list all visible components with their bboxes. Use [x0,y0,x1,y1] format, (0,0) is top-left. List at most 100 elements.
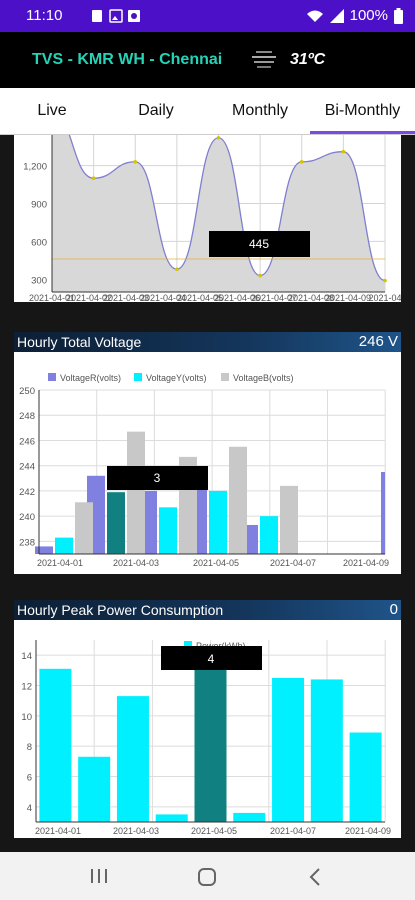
y-tick-label: 240 [19,512,35,523]
data-point [91,176,96,181]
legend-label: VoltageR(volts) [60,373,121,383]
y-tick-label: 10 [21,712,32,723]
data-point [299,159,304,164]
bar-voltagey-volts- [107,492,125,554]
x-tick-label: 2021-04-03 [113,826,159,836]
tooltip-box [209,231,310,257]
y-tick-label: 900 [31,200,47,211]
y-tick-label: 250 [19,386,35,397]
bar-power [39,668,72,822]
power-header: Hourly Peak Power Consumption 0 [14,600,401,620]
y-tick-label: 600 [31,237,47,248]
data-point [341,149,346,154]
bar-voltagey-volts- [260,516,278,554]
battery-icon [394,7,403,24]
bar-power [233,812,266,822]
x-tick-label: 2021-04-07 [270,826,316,836]
power-value: 0 [389,601,398,618]
bar-voltageb-volts- [229,446,247,554]
voltage-title: Hourly Total Voltage [17,334,142,350]
y-tick-label: 246 [19,436,35,447]
y-tick-label: 6 [27,773,32,784]
status-time: 11:10 [26,7,63,24]
temperature: 31ºC [290,51,326,68]
bar-power [349,732,382,822]
x-tick-label: 2021-04-09 [345,826,391,836]
recents-icon[interactable] [90,868,108,884]
tab-bi-monthly[interactable]: Bi-Monthly [310,88,415,134]
y-tick-label: 4 [27,803,32,814]
wifi-icon [306,10,323,22]
x-tick-label: 2021-04-02 [66,293,112,302]
bar-power [272,677,305,822]
battery-text: 100% [349,7,388,24]
app-bar: TVS - KMR WH - Chennai 31ºC [0,32,415,88]
x-tick-label: 2021-04-09 [343,558,389,568]
voltage-header: Hourly Total Voltage 246 V [14,332,401,352]
y-tick-label: 248 [19,411,35,422]
tab-monthly[interactable]: Monthly [231,102,289,119]
data-point [383,278,387,283]
x-tick-label: 2021-04-01 [35,826,81,836]
legend-swatch [221,373,229,381]
line-chart[interactable]: 3006009001,2001,5002021-04-012021-04-022… [14,111,402,303]
y-tick-label: 1,200 [23,162,47,173]
voltage-value: 246 V [358,333,398,350]
power-chart[interactable]: 468101214Power(kWh)2021-04-012021-04-032… [14,620,401,838]
x-tick-label: 2021-04-04 [140,293,186,302]
y-tick-label: 8 [27,742,32,753]
data-point [258,273,262,278]
x-tick-label: 2021-04-03 [103,293,149,302]
data-point [216,135,221,140]
line-chart-card: 3006009001,2001,5002021-04-012021-04-022… [14,111,402,303]
tab-bar: Live Daily Monthly Bi-Monthly [0,88,415,135]
tab-live[interactable]: Live [37,102,67,119]
x-tick-label: 2021-04 [368,293,401,302]
navigation-bar [0,852,415,900]
voltage-chart[interactable]: 238 240 242 244 246 248 250 VoltageR(volts) Volt… [14,352,401,574]
y-tick-label: 300 [31,275,47,286]
bar-power [194,652,227,822]
back-icon[interactable] [308,867,322,887]
legend-swatch [184,641,192,649]
x-tick-label: 2021-04-05 [191,826,237,836]
power-chart-card: 468101214Power(kWh)2021-04-012021-04-032… [14,620,401,838]
bar-voltagey-volts- [159,507,177,554]
bar-voltager-volts- [381,472,385,554]
y-tick-label: 238 [19,537,35,548]
tooltip-value: 445 [249,237,269,251]
home-icon[interactable] [197,867,217,887]
y-tick-label: 14 [21,651,32,662]
power-title: Hourly Peak Power Consumption [17,602,224,618]
data-point [133,159,138,164]
bar-voltagey-volts- [209,490,227,554]
legend-label: VoltageY(volts) [146,373,207,383]
tooltip-value: 4 [208,652,215,666]
bar-power [155,814,188,822]
x-tick-label: 2021-04-07 [270,558,316,568]
tab-daily[interactable]: Daily [138,102,174,119]
bar-voltagey-volts- [55,537,73,554]
x-tick-label: 2021-04-06 [214,293,260,302]
x-tick-label: 2021-04-01 [37,558,83,568]
sim-icon [92,10,102,22]
bar-power [116,696,149,822]
x-tick-label: 2021-04-07 [251,293,297,302]
x-tick-label: 2021-04-01 [29,293,75,302]
bar-voltager-volts- [35,546,53,554]
tooltip-box [161,646,262,670]
status-bar: 11:10 100% [0,0,415,32]
notification-icons [92,9,140,23]
area-fill [52,112,385,292]
tooltip-box [107,466,208,490]
bar-voltageb-volts- [280,485,298,554]
app-title: TVS - KMR WH - Chennai [32,51,223,68]
bar-voltageb-volts- [127,431,145,554]
bar-power [78,756,111,822]
x-tick-label: 2021-04-09 [325,293,371,302]
signal-icon [329,8,344,23]
image-icon [109,9,123,23]
bar-power [310,679,343,822]
legend-swatch [48,373,56,381]
legend-swatch [134,373,142,381]
